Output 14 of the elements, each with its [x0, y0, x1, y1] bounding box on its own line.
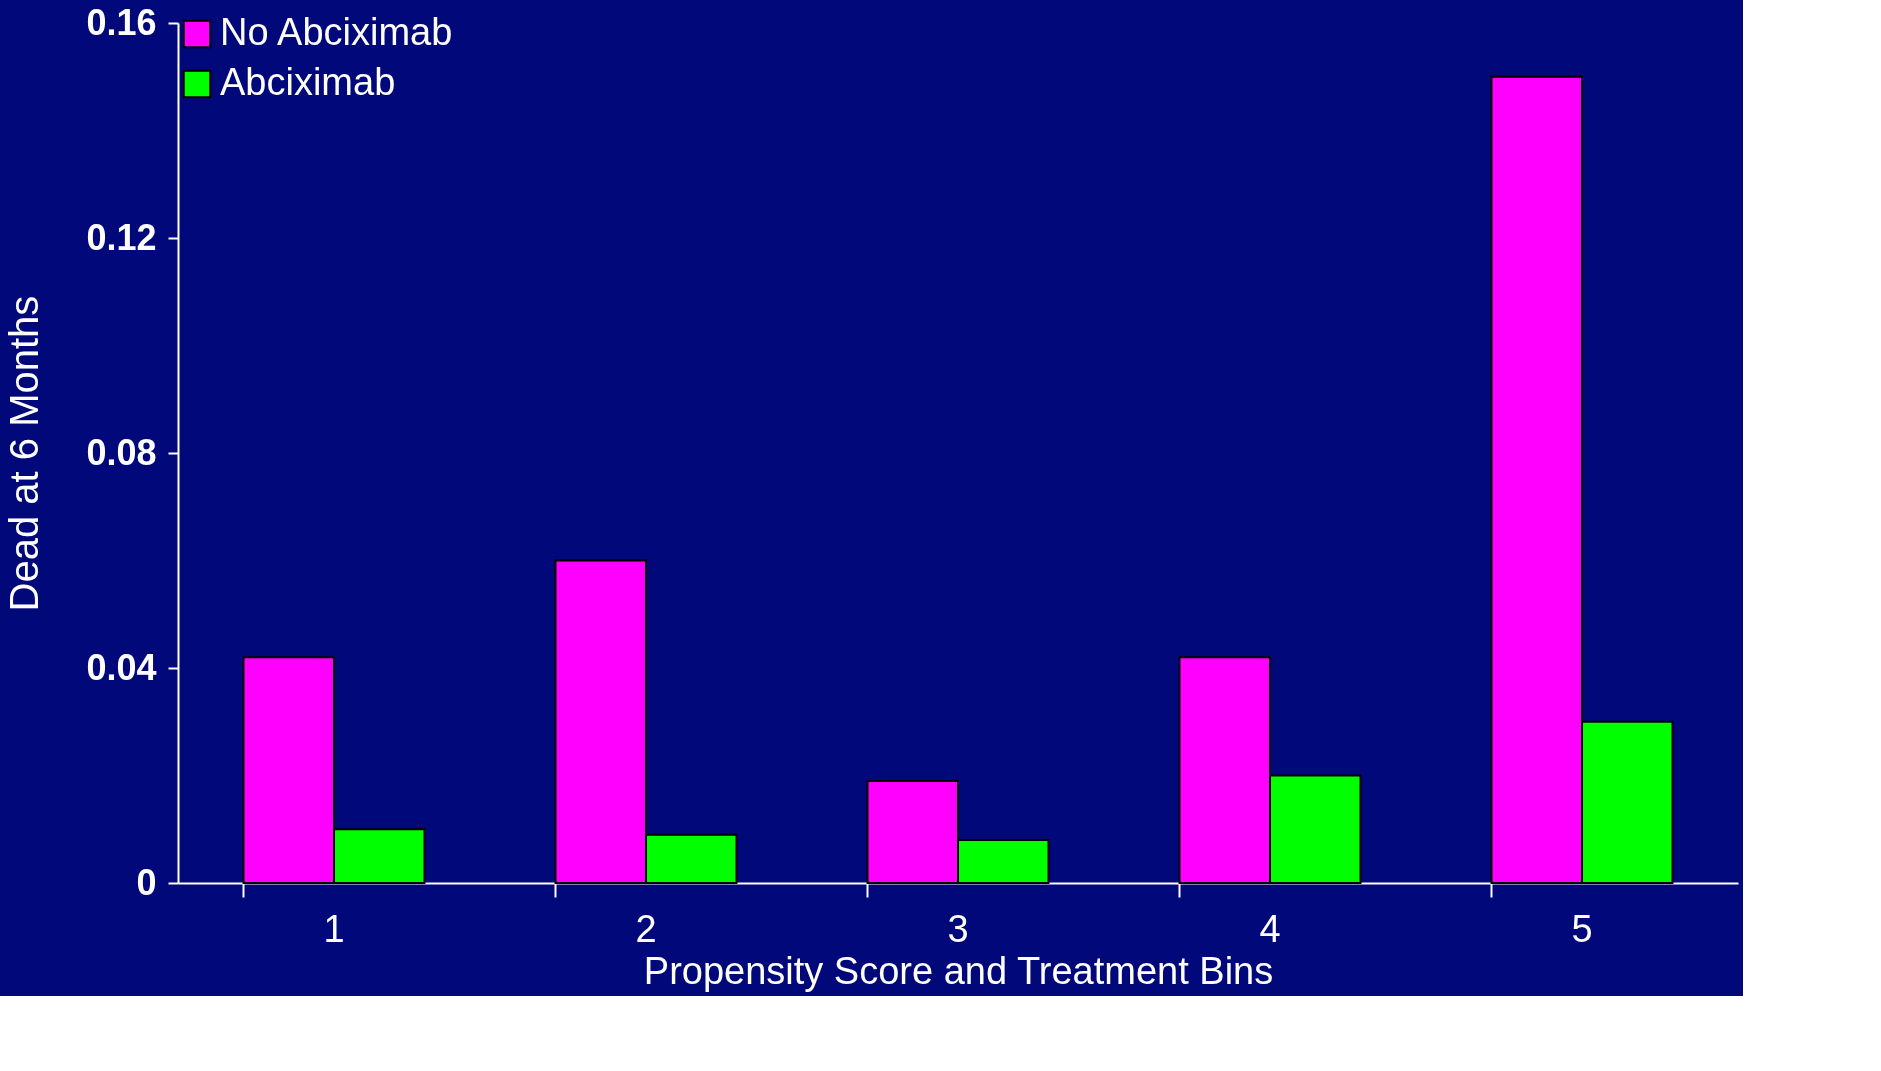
x-tick-label: 3 — [947, 907, 969, 950]
legend-label: Abciximab — [220, 61, 396, 103]
y-tick-label: 0.04 — [86, 646, 157, 688]
y-tick-label: 0.16 — [86, 1, 157, 43]
y-axis-title: Dead at 6 Months — [2, 295, 47, 612]
x-tick-label: 4 — [1259, 907, 1281, 950]
x-tick-label: 1 — [323, 907, 345, 950]
x-axis-title: Propensity Score and Treatment Bins — [643, 949, 1274, 992]
x-tick-label: 5 — [1571, 907, 1593, 950]
y-tick-label: 0 — [136, 861, 157, 903]
y-tick-label: 0.08 — [86, 431, 157, 473]
y-tick-label: 0.12 — [86, 216, 157, 258]
x-tick-label: 2 — [635, 907, 657, 950]
legend-label: No Abciximab — [220, 11, 453, 53]
